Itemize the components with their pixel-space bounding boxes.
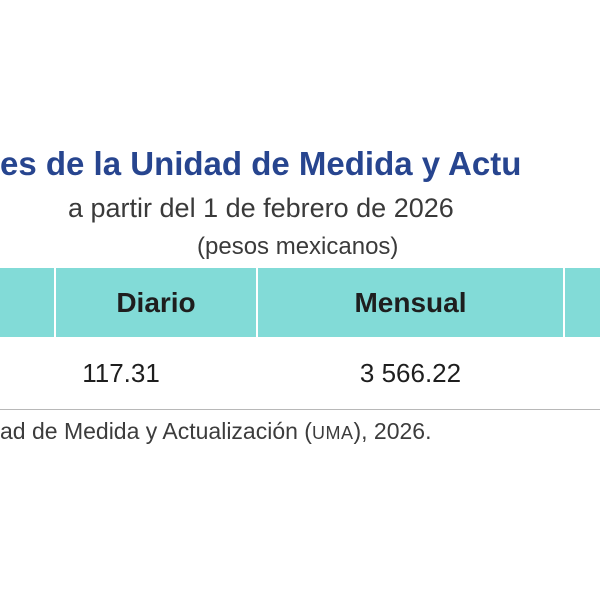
header-cell-first [0,268,54,337]
units-note: (pesos mexicanos) [197,233,399,260]
table-title: es de la Unidad de Medida y Actu [0,145,522,182]
source-text-before: ad de Medida y Actualización ( [0,418,312,444]
source-abbreviation: UMA [311,423,354,443]
source-note: ad de Medida y Actualización (UMA), 2026… [0,416,600,448]
source-text-after: ), 2026. [353,418,432,444]
table-row: 117.31 3 566.22 [0,337,600,410]
header-cell-last [565,268,600,337]
cell-diario-value: 117.31 [82,357,160,388]
table-subtitle: a partir del 1 de febrero de 2026 [68,193,454,223]
header-cell-mensual: Mensual [258,268,563,337]
cell-mensual-value: 3 566.22 [359,357,462,388]
table-header-row: Diario Mensual [0,268,600,337]
header-cell-diario: Diario [56,268,256,337]
